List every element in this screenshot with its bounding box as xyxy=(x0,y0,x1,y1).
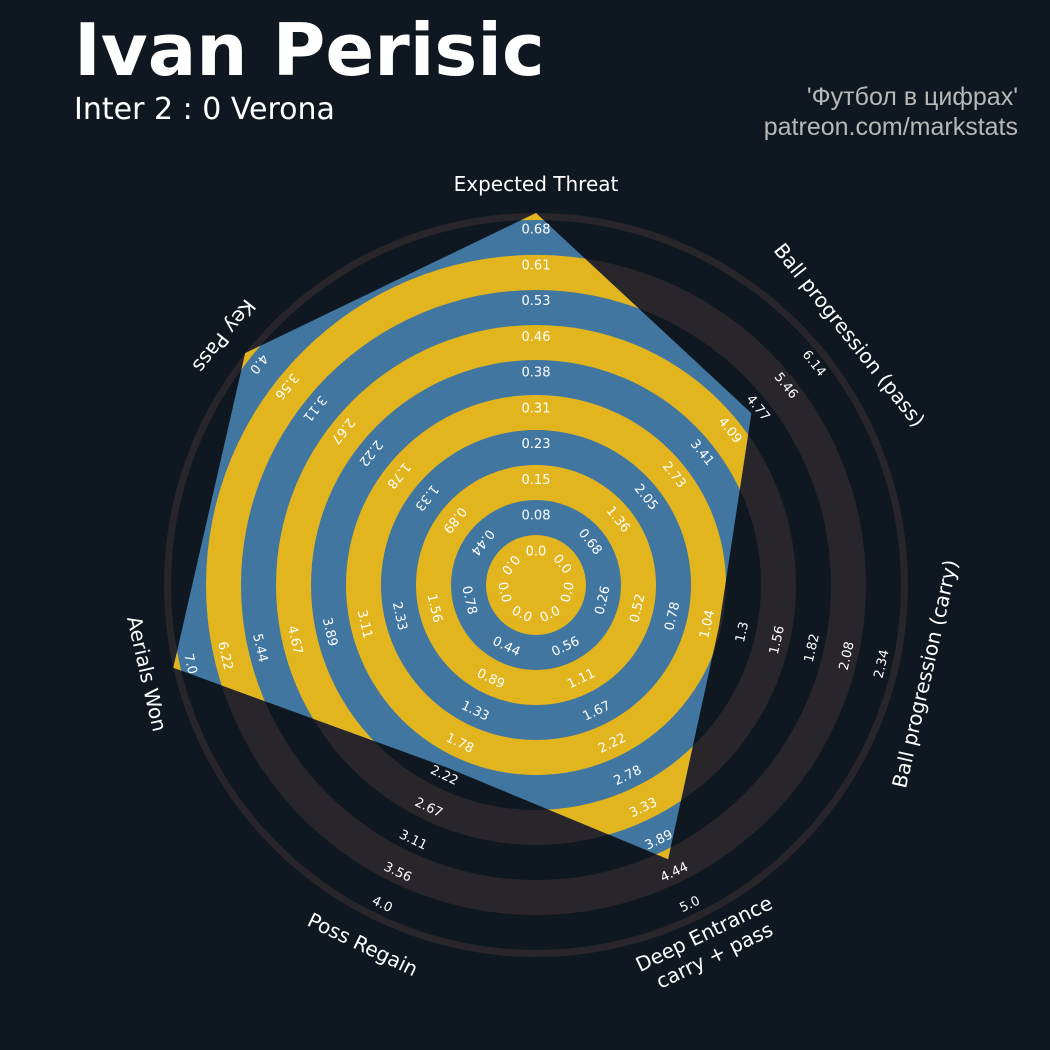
tick-label: 2.33 xyxy=(389,600,410,632)
tick-label: 0.31 xyxy=(522,401,551,416)
tick-label: 0.78 xyxy=(458,585,479,617)
tick-label: 0.23 xyxy=(522,437,551,452)
axis-label: Expected Threat xyxy=(454,172,619,196)
tick-label: 0.08 xyxy=(522,509,551,524)
tick-label: 0.61 xyxy=(522,258,551,273)
tick-label: 4.67 xyxy=(284,624,305,656)
tick-label: 2.34 xyxy=(872,648,893,680)
tick-label: 0.15 xyxy=(522,473,551,488)
tick-label: 1.56 xyxy=(767,624,788,656)
tick-label: 0.78 xyxy=(662,600,683,632)
credit-channel: 'Футбол в цифрах' xyxy=(806,83,1018,111)
tick-label: 7.0 xyxy=(180,652,199,676)
tick-label: 0.46 xyxy=(522,330,551,345)
tick-label: 0.0 xyxy=(494,581,513,605)
credits: 'Футбол в цифрах' patreon.com/markstats xyxy=(764,82,1018,142)
radar-center-disc-inner xyxy=(486,535,586,635)
tick-label: 1.82 xyxy=(802,632,823,664)
tick-label: 2.08 xyxy=(837,640,858,672)
axis-label: Aerials Won xyxy=(122,614,172,734)
tick-label: 3.11 xyxy=(354,608,375,640)
match-subtitle: Inter 2 : 0 Verona xyxy=(74,92,335,127)
tick-label: 3.89 xyxy=(319,616,340,648)
tick-label: 0.52 xyxy=(627,593,648,625)
tick-label: 0.26 xyxy=(593,585,614,617)
radar-rings-inside-polygon xyxy=(173,213,752,860)
tick-label: 0.0 xyxy=(559,581,578,605)
tick-label: 6.22 xyxy=(214,640,235,672)
tick-label: 1.56 xyxy=(424,593,445,625)
tick-label: 0.53 xyxy=(522,294,551,309)
tick-label: 0.38 xyxy=(522,366,551,381)
tick-label: 0.68 xyxy=(522,223,551,238)
tick-label: 1.3 xyxy=(733,620,752,644)
tick-label: 0.0 xyxy=(526,545,547,560)
page-title: Ivan Perisic xyxy=(74,8,545,92)
credit-patreon: patreon.com/markstats xyxy=(763,113,1018,141)
tick-label: 1.04 xyxy=(697,608,718,640)
tick-label: 5.44 xyxy=(249,632,270,664)
